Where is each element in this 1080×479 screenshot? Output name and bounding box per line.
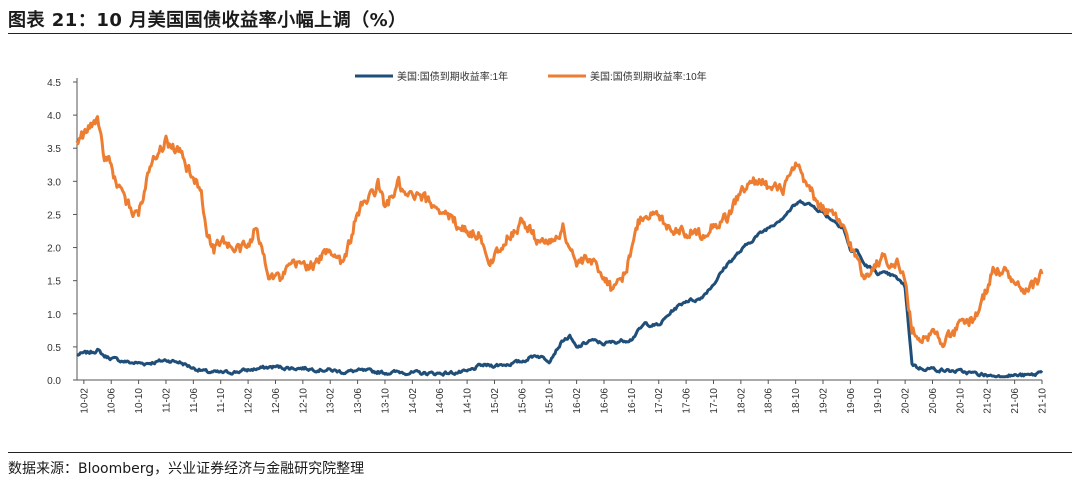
y-tick-label: 3.5 (47, 144, 61, 155)
x-tick-label: 20-10 (955, 388, 966, 414)
x-tick-label: 12-06 (271, 388, 282, 414)
x-tick-label: 10-02 (79, 388, 90, 414)
title-divider (8, 33, 1072, 34)
y-tick-label: 2.0 (47, 244, 61, 255)
x-tick-label: 19-06 (846, 388, 857, 414)
x-tick-label: 21-02 (983, 388, 994, 414)
y-tick-label: 0.0 (47, 376, 61, 387)
y-tick-label: 2.5 (47, 210, 61, 221)
x-tick-label: 11-06 (189, 388, 200, 413)
y-tick-label: 0.5 (47, 343, 61, 354)
y-tick-label: 4.5 (47, 78, 61, 89)
legend-label: 美国:国债到期收益率:1年 (397, 70, 508, 83)
x-tick-label: 19-10 (873, 388, 884, 414)
x-tick-label: 12-10 (298, 388, 309, 414)
yield-line-chart: 0.0 0.5 1.0 1.5 2.0 2.5 3.0 3.5 4.0 4.5 10-02 10-06… (47, 70, 1049, 414)
x-tick-label: 16-06 (599, 388, 610, 414)
chart-title: 图表 21：10 月美国国债收益率小幅上调（%） (8, 10, 407, 31)
y-tick-label: 1.5 (47, 277, 61, 288)
x-tick-label: 14-02 (408, 388, 419, 414)
y-tick-label: 1.0 (47, 310, 61, 321)
x-tick-label: 11-10 (216, 388, 227, 413)
x-tick-label: 11-02 (161, 388, 172, 413)
x-tick-label: 17-06 (682, 388, 693, 414)
source-divider (8, 452, 1072, 453)
legend-label: 美国:国债到期收益率:10年 (590, 70, 707, 83)
x-tick-label: 18-06 (764, 388, 775, 414)
x-tick-label: 10-06 (107, 388, 118, 414)
x-tick-label: 15-10 (545, 388, 556, 414)
x-tick-label: 14-10 (463, 388, 474, 414)
x-tick-label: 10-10 (134, 388, 145, 414)
x-tick-label: 21-10 (1038, 388, 1049, 414)
x-tick-label: 13-02 (326, 388, 337, 414)
x-tick-label: 13-10 (380, 388, 391, 414)
x-tick-label: 18-10 (791, 388, 802, 414)
x-tick-label: 19-02 (818, 388, 829, 414)
x-tick-label: 13-06 (353, 388, 364, 414)
x-tick-label: 12-02 (244, 388, 255, 414)
x-tick-label: 17-02 (654, 388, 665, 414)
source-note: 数据来源：Bloomberg，兴业证券经济与金融研究院整理 (8, 461, 365, 477)
x-tick-label: 21-06 (1010, 388, 1021, 414)
series-10y-line (75, 115, 1044, 349)
series-1y-line (76, 199, 1044, 379)
x-tick-label: 18-02 (736, 388, 747, 414)
x-tick-label: 16-10 (627, 388, 638, 414)
x-tick-label: 17-10 (709, 388, 720, 414)
x-tick-label: 14-06 (435, 388, 446, 414)
x-tick-label: 16-02 (572, 388, 583, 414)
x-tick-label: 15-02 (490, 388, 501, 414)
x-tick-label: 15-06 (517, 388, 528, 414)
x-tick-label: 20-02 (901, 388, 912, 414)
y-tick-label: 4.0 (47, 111, 61, 122)
y-tick-label: 3.0 (47, 177, 61, 188)
x-tick-label: 20-06 (928, 388, 939, 414)
